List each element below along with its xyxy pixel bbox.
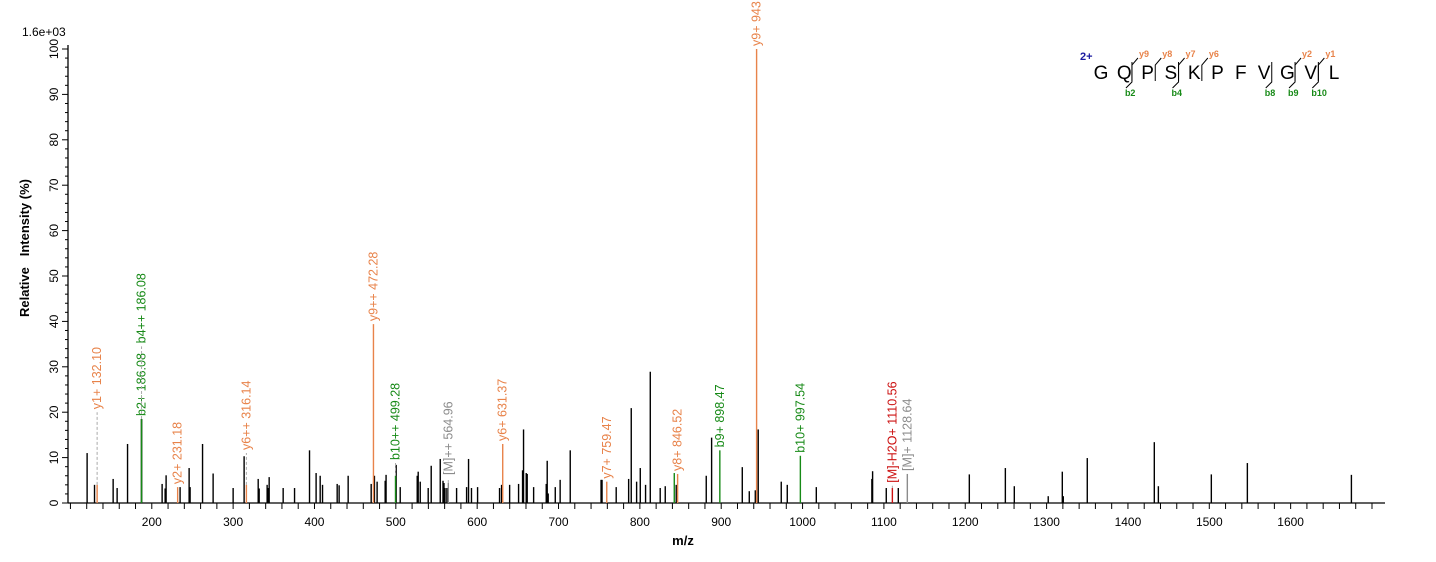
peak-label: b9+ 898.47 [713, 384, 727, 447]
residue: K [1188, 63, 1201, 84]
y-axis-title: Relative Intensity (%) [17, 179, 32, 317]
residue: V [1258, 63, 1271, 84]
residue: P [1211, 63, 1224, 84]
residue: G [1280, 63, 1295, 84]
b-ion-label: b9 [1288, 88, 1299, 98]
peak-label: [M]-H2O+ 1110.56 [885, 381, 899, 482]
y-tick-label: 90 [47, 87, 61, 101]
y-tick-label: 30 [47, 360, 61, 374]
peak-label: y7+ 759.47 [600, 416, 614, 478]
b-ion-label: b4 [1172, 88, 1183, 98]
x-tick-label: 700 [549, 515, 569, 529]
peak-label: b2+ 186.08 [135, 353, 149, 416]
y-tick-label: 70 [47, 178, 61, 192]
annotations: y1+ 132.10 b2+ 186.08 b4++ 186.08 y2+ 231.1… [90, 0, 914, 503]
peak-label: [M]++ 564.96 [441, 401, 455, 475]
peak-label: y9++ 472.28 [366, 252, 380, 322]
peak-label: b10++ 499.28 [389, 383, 403, 460]
y-ion-bracket [1154, 57, 1162, 81]
residue: L [1329, 63, 1340, 84]
b-ion-bracket [1265, 62, 1273, 89]
b-ion-bracket [1172, 62, 1180, 89]
y-tick-label: 20 [47, 405, 61, 419]
x-tick-label: 1500 [1196, 515, 1223, 529]
y-ion-label: y6 [1209, 49, 1219, 59]
x-tick-label: 1600 [1277, 515, 1304, 529]
x-tick-label: 300 [223, 515, 243, 529]
y-tick-label: 40 [47, 314, 61, 328]
y-ion-bracket [1131, 57, 1139, 81]
b-ion-bracket [1288, 62, 1296, 89]
y-tick-label: 100 [47, 39, 61, 59]
x-tick-label: 1200 [952, 515, 979, 529]
residue: Q [1117, 63, 1132, 84]
peak-label: b4++ 186.08 [135, 273, 149, 343]
x-tick-label: 600 [467, 515, 487, 529]
peak-label: y6+ 631.37 [496, 379, 510, 441]
x-tick-label: 1300 [1033, 515, 1060, 529]
x-axis-title: m/z [672, 533, 694, 548]
x-tick-label: 800 [630, 515, 650, 529]
x-tick-label: 900 [711, 515, 731, 529]
peak-label: y8+ 846.52 [671, 409, 685, 471]
b-ion-bracket [1125, 62, 1133, 89]
charge-state: 2+ [1080, 51, 1093, 63]
x-tick-label: 1100 [871, 515, 897, 529]
b-ion-label: b2 [1125, 88, 1136, 98]
peak-label: y9+ 943.56 [750, 0, 764, 46]
y-ion-bracket [1317, 57, 1325, 81]
y-max-absolute-label: 1.6e+03 [22, 25, 66, 39]
peaks [86, 371, 1353, 503]
y-ion-label: y8 [1162, 49, 1172, 59]
b-ion-bracket [1311, 62, 1319, 89]
y-ion-label: y7 [1186, 49, 1196, 59]
y-ion-bracket [1294, 57, 1302, 81]
y-tick-label: 80 [47, 133, 61, 147]
axes: 200 300 400 500 600 700 800 900 1000 1100 1200 1300… [47, 39, 1385, 529]
peak-label: y1+ 132.10 [90, 347, 104, 409]
residue: S [1165, 63, 1178, 84]
residue: G [1094, 63, 1109, 84]
y-ion-bracket [1178, 57, 1185, 81]
x-tick-label: 1400 [1115, 515, 1142, 529]
peak-label: y2+ 231.18 [171, 422, 185, 484]
y-ion-label: y2 [1302, 49, 1312, 59]
peak-label: [M]+ 1128.64 [900, 399, 914, 471]
x-tick-label: 200 [142, 515, 162, 529]
y-ion-label: y9 [1139, 49, 1149, 59]
y-tick-label: 60 [47, 224, 61, 238]
b-ion-label: b10 [1311, 88, 1327, 98]
peak-label: y6++ 316.14 [239, 381, 253, 451]
x-tick-label: 400 [304, 515, 324, 529]
x-tick-label: 500 [386, 515, 406, 529]
x-tick-label: 1000 [789, 515, 816, 529]
residue: V [1304, 63, 1317, 84]
y-tick-label: 0 [47, 499, 61, 506]
y-tick-label: 10 [47, 451, 61, 465]
residue: F [1235, 63, 1247, 84]
y-ion-bracket [1201, 57, 1209, 81]
residue: P [1141, 63, 1154, 84]
peak-label: b10+ 997.54 [793, 383, 807, 453]
y-ion-label: y1 [1325, 49, 1335, 59]
y-tick-label: 50 [47, 269, 61, 283]
b-ion-label: b8 [1265, 88, 1276, 98]
